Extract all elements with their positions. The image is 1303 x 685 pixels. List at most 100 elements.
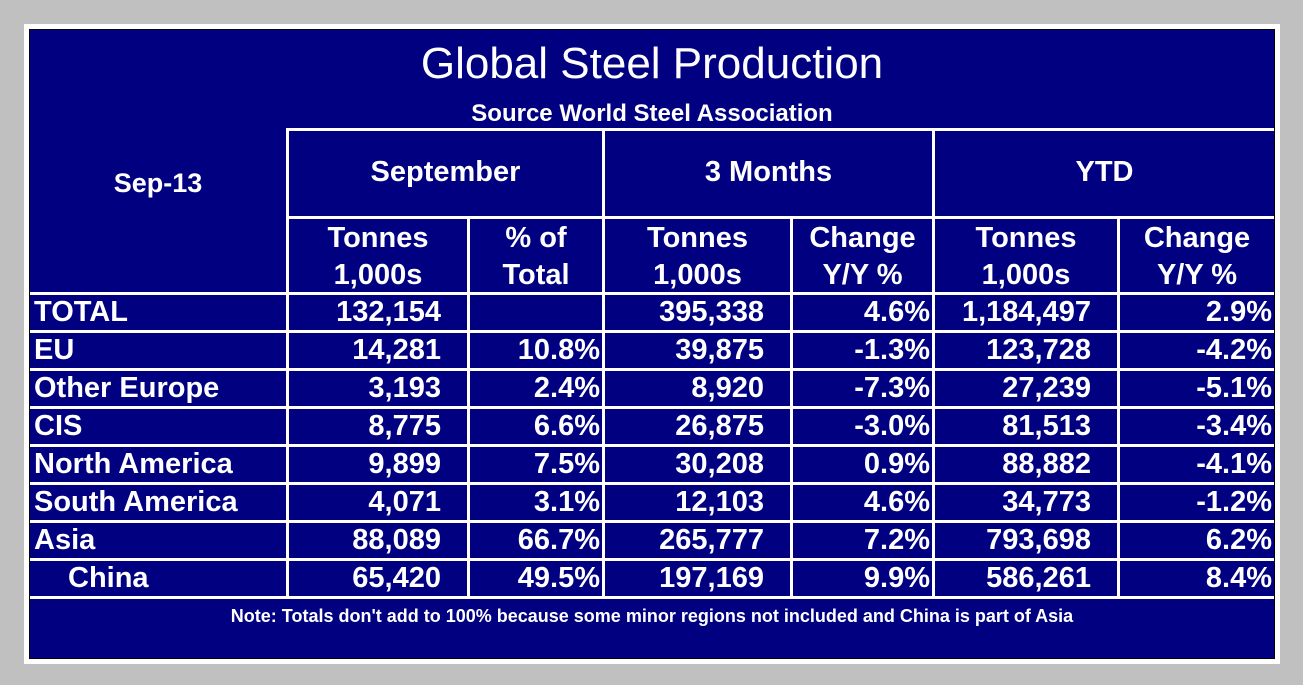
- header-top-rule: [286, 128, 1274, 131]
- table-cell: 10.8%: [517, 334, 600, 366]
- table-cell: -7.3%: [854, 372, 930, 404]
- table-cell: 2.9%: [1205, 296, 1272, 328]
- row-rule: [30, 482, 1274, 485]
- table-cell: 8,920: [691, 372, 764, 404]
- column-divider: [932, 292, 935, 596]
- table-cell: 27,239: [1002, 372, 1091, 404]
- table-cell: 197,169: [659, 562, 764, 594]
- table-cell: 39,875: [675, 334, 764, 366]
- column-header-line: 1,000s: [981, 259, 1071, 291]
- region-label: South America: [34, 486, 238, 518]
- table-cell: -4.2%: [1196, 334, 1272, 366]
- region-label: EU: [34, 334, 75, 366]
- column-header-line: Tonnes: [327, 222, 429, 254]
- column-header-line: Change: [1143, 222, 1251, 254]
- column-header-line: % of: [505, 222, 567, 254]
- table-cell: 30,208: [675, 448, 764, 480]
- report-sheet: Global Steel Production Source World Ste…: [24, 24, 1280, 664]
- region-label: China: [68, 562, 149, 594]
- column-divider: [1117, 216, 1120, 292]
- group-divider: [932, 128, 935, 292]
- column-header: Tonnes 1,000s: [935, 220, 1117, 294]
- table-cell: 4,071: [368, 486, 441, 518]
- table-cell: -3.0%: [854, 410, 930, 442]
- group-header-rule: [286, 216, 1274, 219]
- row-rule: [30, 406, 1274, 409]
- group-divider: [602, 128, 605, 292]
- table-cell: 65,420: [352, 562, 441, 594]
- table-cell: 4.6%: [863, 486, 930, 518]
- group-divider: [286, 128, 289, 292]
- table-cell: 66.7%: [517, 524, 600, 556]
- table-cell: 88,882: [1002, 448, 1091, 480]
- region-label: Other Europe: [34, 372, 220, 404]
- group-header: YTD: [1075, 156, 1134, 188]
- column-header-line: Y/Y %: [822, 259, 903, 291]
- table-cell: 6.6%: [533, 410, 600, 442]
- table-cell: 9,899: [368, 448, 441, 480]
- column-header: % of Total: [470, 220, 602, 294]
- region-label: North America: [34, 448, 233, 480]
- table-cell: 12,103: [675, 486, 764, 518]
- region-label: CIS: [34, 410, 83, 442]
- table-cell: -4.1%: [1196, 448, 1272, 480]
- column-divider: [790, 216, 793, 292]
- row-rule: [30, 520, 1274, 523]
- column-divider: [790, 292, 793, 596]
- group-header: September: [370, 156, 521, 188]
- column-header: Change Y/Y %: [1120, 220, 1274, 294]
- table-subtitle: Source World Steel Association: [471, 100, 833, 127]
- column-divider: [467, 292, 470, 596]
- table-cell: 132,154: [336, 296, 441, 328]
- table-cell: 26,875: [675, 410, 764, 442]
- table-cell: 8,775: [368, 410, 441, 442]
- column-header-line: Y/Y %: [1156, 259, 1238, 291]
- period-label: Sep-13: [113, 168, 203, 198]
- table-cell: 8.4%: [1205, 562, 1272, 594]
- table-cell: 88,089: [352, 524, 441, 556]
- region-label: TOTAL: [34, 296, 128, 328]
- column-divider: [467, 216, 470, 292]
- table-cell: 123,728: [986, 334, 1091, 366]
- table-cell: -1.2%: [1196, 486, 1272, 518]
- table-cell: 1,184,497: [961, 296, 1091, 328]
- row-rule: [30, 558, 1274, 561]
- column-header: Change Y/Y %: [793, 220, 932, 294]
- table-cell: 9.9%: [863, 562, 930, 594]
- row-rule: [30, 292, 1274, 295]
- table-cell: 265,777: [659, 524, 764, 556]
- column-header: Tonnes 1,000s: [289, 220, 467, 294]
- table-cell: 3,193: [368, 372, 441, 404]
- table-cell: 2.4%: [533, 372, 600, 404]
- table-cell: 395,338: [659, 296, 764, 328]
- column-divider: [602, 292, 605, 596]
- group-header: 3 Months: [704, 156, 833, 188]
- steel-production-table: Global Steel Production Source World Ste…: [29, 29, 1275, 659]
- column-divider: [1117, 292, 1120, 596]
- table-cell: 3.1%: [533, 486, 600, 518]
- table-cell: -1.3%: [854, 334, 930, 366]
- table-cell: 81,513: [1002, 410, 1091, 442]
- column-header-line: Tonnes: [975, 222, 1077, 254]
- row-rule: [30, 368, 1274, 371]
- row-rule: [30, 444, 1274, 447]
- column-header-line: Total: [502, 259, 570, 291]
- table-title: Global Steel Production: [420, 39, 884, 88]
- table-cell: 7.2%: [863, 524, 930, 556]
- table-cell: 14,281: [352, 334, 441, 366]
- table-cell: 7.5%: [533, 448, 600, 480]
- region-label: Asia: [34, 524, 96, 556]
- table-cell: -3.4%: [1196, 410, 1272, 442]
- row-rule: [30, 330, 1274, 333]
- table-cell: 0.9%: [863, 448, 930, 480]
- table-cell: 6.2%: [1205, 524, 1272, 556]
- column-header-line: Tonnes: [647, 222, 748, 254]
- row-rule: [30, 596, 1274, 599]
- footnote: Note: Totals don't add to 100% because s…: [230, 606, 1074, 626]
- column-header: Tonnes 1,000s: [605, 220, 790, 294]
- table-cell: 49.5%: [517, 562, 600, 594]
- table-cell: 34,773: [1002, 486, 1091, 518]
- table-cell: 586,261: [986, 562, 1091, 594]
- table-cell: -5.1%: [1196, 372, 1272, 404]
- column-header-line: Change: [809, 222, 916, 254]
